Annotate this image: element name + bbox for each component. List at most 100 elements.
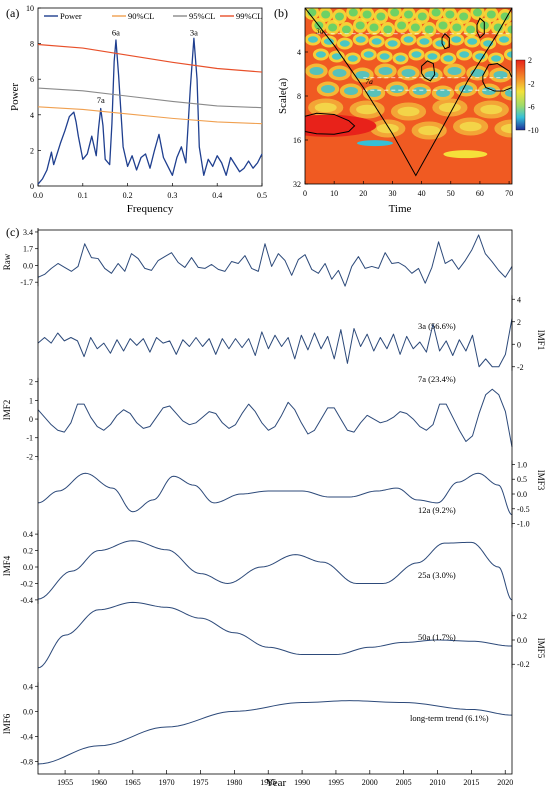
- wavelet-blob-core: [369, 23, 379, 32]
- panel-b-ytick-label: 4: [297, 48, 301, 57]
- wavelet-blob-core: [355, 21, 365, 30]
- wavelet-blob-core: [314, 102, 337, 113]
- wavelet-blob-core: [438, 21, 448, 30]
- panel-b-ylabel: Scale(a): [277, 78, 289, 114]
- peak-annotation: 3a: [190, 28, 198, 38]
- panel-a-frame: [37, 7, 263, 187]
- wavelet-blob-core: [328, 23, 338, 32]
- ytick-label: 0.0: [23, 261, 33, 270]
- wavelet-blob-core: [475, 53, 486, 60]
- panel-b-xtick-label: 60: [476, 189, 484, 198]
- series-imf6-line: [37, 700, 513, 765]
- ytick-label: 2: [517, 318, 521, 327]
- wavelet-blob-core: [443, 55, 454, 62]
- wavelet-blob-core: [480, 104, 503, 115]
- panel-b-xtick-label: 10: [330, 189, 338, 198]
- series-imf6-axis-label: IMF6: [2, 713, 12, 734]
- panel-c-xtick-label: 1955: [57, 778, 73, 787]
- wavelet-blob-core: [447, 67, 462, 75]
- panel-b-ytick-label: 16: [293, 136, 301, 145]
- panel-a-ylabel: Power: [9, 83, 21, 111]
- wavelet-blob-core: [403, 36, 414, 43]
- panel-a-xtick-label: 0.2: [123, 191, 133, 200]
- wavelet-blob-core: [321, 85, 335, 93]
- wavelet-blob-core: [339, 40, 350, 47]
- ytick-label: -1.0: [517, 520, 530, 529]
- wavelet-blob-core: [486, 10, 496, 19]
- series-raw-axis-label: Raw: [2, 253, 12, 270]
- wavelet-blob-core: [390, 8, 400, 17]
- colorbar-tick-label: -2: [528, 79, 535, 88]
- wavelet-blob-core: [499, 36, 510, 43]
- wavelet-blob-core: [371, 38, 382, 45]
- legend-label: 99%CL: [236, 11, 262, 21]
- wavelet-blob-core: [321, 10, 331, 19]
- panel-b-label: (b): [274, 6, 288, 20]
- series-imf2-axis-label: IMF2: [2, 400, 12, 421]
- wavelet-blob: [443, 150, 488, 159]
- panel-a-ytick-label: 2: [30, 146, 34, 155]
- panel-a-xtick-label: 0.5: [257, 191, 267, 200]
- wavelet-blob-core: [395, 55, 406, 62]
- panel-c-xtick-label: 1970: [159, 778, 175, 787]
- wavelet-blob-core: [436, 89, 450, 97]
- ytick-label: 1.7: [23, 245, 33, 254]
- panel-b-wavelet: 3a 7a 0 10 20 30 40 50 60 70 4 8 16 32 2 -2 -6 -10 Time…: [277, 7, 539, 215]
- wavelet-blob-core: [459, 85, 473, 93]
- significance-contour: [476, 17, 485, 39]
- wavelet-blob-core: [344, 87, 358, 95]
- series-imf5-line: [37, 601, 513, 669]
- series-imf2-period-label: 7a (23.4%): [418, 374, 456, 384]
- ytick-label: 0: [29, 415, 33, 424]
- wavelet-blob-core: [438, 102, 461, 113]
- wavelet-blob-core: [309, 67, 324, 75]
- wavelet-blob-core: [341, 25, 351, 34]
- wavelet-blob-core: [473, 8, 482, 17]
- wavelet-blob-core: [355, 36, 366, 43]
- panel-a-ytick-label: 0: [30, 182, 34, 191]
- wavelet-blob-core: [355, 71, 370, 79]
- colorbar: [515, 59, 526, 131]
- wavelet-blob-core: [362, 10, 372, 19]
- wavelet-blob: [356, 140, 393, 147]
- wavelet-blob-core: [417, 12, 427, 21]
- series-imf6-period-label: long-term trend (6.1%): [410, 713, 489, 723]
- panel-c-xtick-label: 2010: [430, 778, 446, 787]
- panel-b-xtick-label: 30: [388, 189, 396, 198]
- panel-a-series-99-cl: [37, 43, 263, 73]
- ytick-label: 0.2: [23, 547, 33, 556]
- wavelet-blob-core: [348, 8, 358, 17]
- panel-a-spectrum: 0.0 0.1 0.2 0.3 0.4 0.5 0 2 4 6 8 10 Power 90%CL 95%C…: [9, 4, 267, 215]
- panel-a-ytick-label: 6: [30, 75, 34, 84]
- wavelet-blob-core: [459, 51, 470, 58]
- wavelet-blob-core: [413, 87, 427, 95]
- panel-c-label: (c): [6, 225, 19, 239]
- series-imf4-axis-label: IMF4: [2, 555, 12, 576]
- ytick-label: 0.4: [23, 682, 33, 691]
- wavelet-blob-core: [379, 53, 390, 60]
- ytick-label: -0.4: [20, 596, 33, 605]
- panel-c-xlabel: Year: [266, 777, 287, 789]
- ytick-label: 0.0: [517, 636, 527, 645]
- wavelet-blob-core: [466, 25, 476, 34]
- wavelet-blob-core: [507, 25, 512, 34]
- ytick-label: 0.2: [517, 612, 527, 621]
- panel-c-xtick-label: 2000: [362, 778, 378, 787]
- series-imf3-period-label: 12a (9.2%): [418, 505, 456, 515]
- wavelet-blob-core: [418, 125, 441, 136]
- ytick-label: 1.0: [517, 460, 527, 469]
- ytick-label: -0.8: [20, 757, 33, 766]
- series-imf3-line: [37, 472, 513, 516]
- series-imf4-line: [37, 540, 513, 601]
- significance-contour: [421, 60, 436, 82]
- panel-c-xtick-label: 1965: [125, 778, 141, 787]
- panel-a-ytick-label: 4: [30, 111, 34, 120]
- legend-label: 95%CL: [189, 11, 215, 21]
- wavelet-blob-core: [459, 121, 482, 132]
- wavelet-blob-core: [315, 51, 326, 58]
- wavelet-blob-core: [467, 38, 478, 45]
- panel-b-xtick-label: 20: [359, 189, 367, 198]
- significance-contour: [305, 112, 356, 135]
- wavelet-blob-core: [383, 25, 393, 34]
